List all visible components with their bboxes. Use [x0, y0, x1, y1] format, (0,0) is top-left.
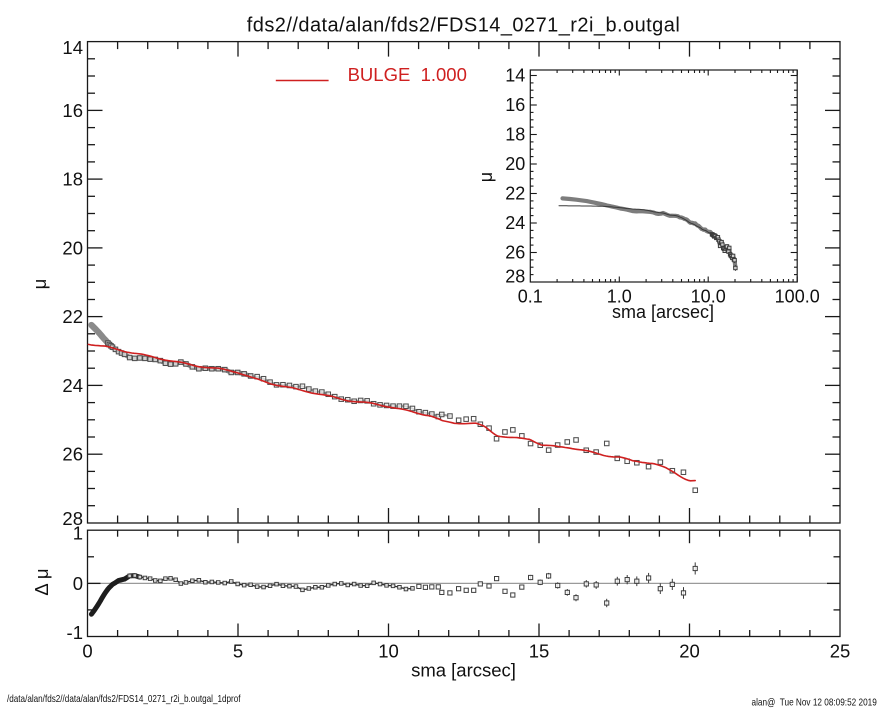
- svg-text:fds2//data/alan/fds2/FDS14_027: fds2//data/alan/fds2/FDS14_0271_r2i_b.ou…: [247, 15, 680, 37]
- svg-text:10.0: 10.0: [691, 287, 726, 307]
- svg-text:100.0: 100.0: [775, 287, 820, 307]
- svg-text:20: 20: [505, 154, 525, 174]
- svg-text:alan@ Tue Nov 12 08:09:52 201: alan@ Tue Nov 12 08:09:52 2019: [752, 697, 878, 708]
- svg-text:14: 14: [505, 66, 525, 86]
- svg-text:0.1: 0.1: [518, 287, 543, 307]
- svg-text:15: 15: [529, 641, 550, 662]
- svg-text:24: 24: [505, 213, 525, 233]
- svg-text:sma [arcsec]: sma [arcsec]: [612, 302, 714, 322]
- svg-text:BULGE 1.000: BULGE 1.000: [348, 64, 467, 85]
- svg-text:-1: -1: [67, 622, 83, 643]
- svg-text:18: 18: [505, 125, 525, 145]
- svg-text:0: 0: [82, 641, 92, 662]
- svg-text:26: 26: [505, 243, 525, 263]
- svg-text:25: 25: [830, 641, 851, 662]
- svg-text:16: 16: [62, 100, 83, 121]
- svg-text:sma [arcsec]: sma [arcsec]: [411, 660, 516, 681]
- svg-text:0: 0: [73, 573, 83, 594]
- svg-text:/data/alan/fds2//data/alan/fds: /data/alan/fds2//data/alan/fds2/FDS14_02…: [7, 694, 241, 705]
- svg-text:10: 10: [378, 641, 399, 662]
- svg-text:28: 28: [62, 508, 83, 529]
- svg-text:22: 22: [505, 184, 525, 204]
- svg-text:26: 26: [62, 444, 83, 465]
- svg-text:20: 20: [679, 641, 700, 662]
- svg-text:22: 22: [62, 306, 83, 327]
- svg-text:18: 18: [62, 169, 83, 190]
- svg-text:14: 14: [62, 37, 83, 58]
- svg-text:28: 28: [505, 267, 525, 287]
- svg-text:1: 1: [73, 522, 83, 543]
- svg-text:1.0: 1.0: [607, 287, 632, 307]
- svg-text:20: 20: [62, 237, 83, 258]
- svg-text:5: 5: [233, 641, 243, 662]
- svg-text:24: 24: [62, 375, 83, 396]
- svg-text:μ: μ: [476, 172, 496, 182]
- svg-text:16: 16: [505, 95, 525, 115]
- svg-text:μ: μ: [29, 279, 50, 290]
- svg-text:Δ μ: Δ μ: [31, 568, 52, 595]
